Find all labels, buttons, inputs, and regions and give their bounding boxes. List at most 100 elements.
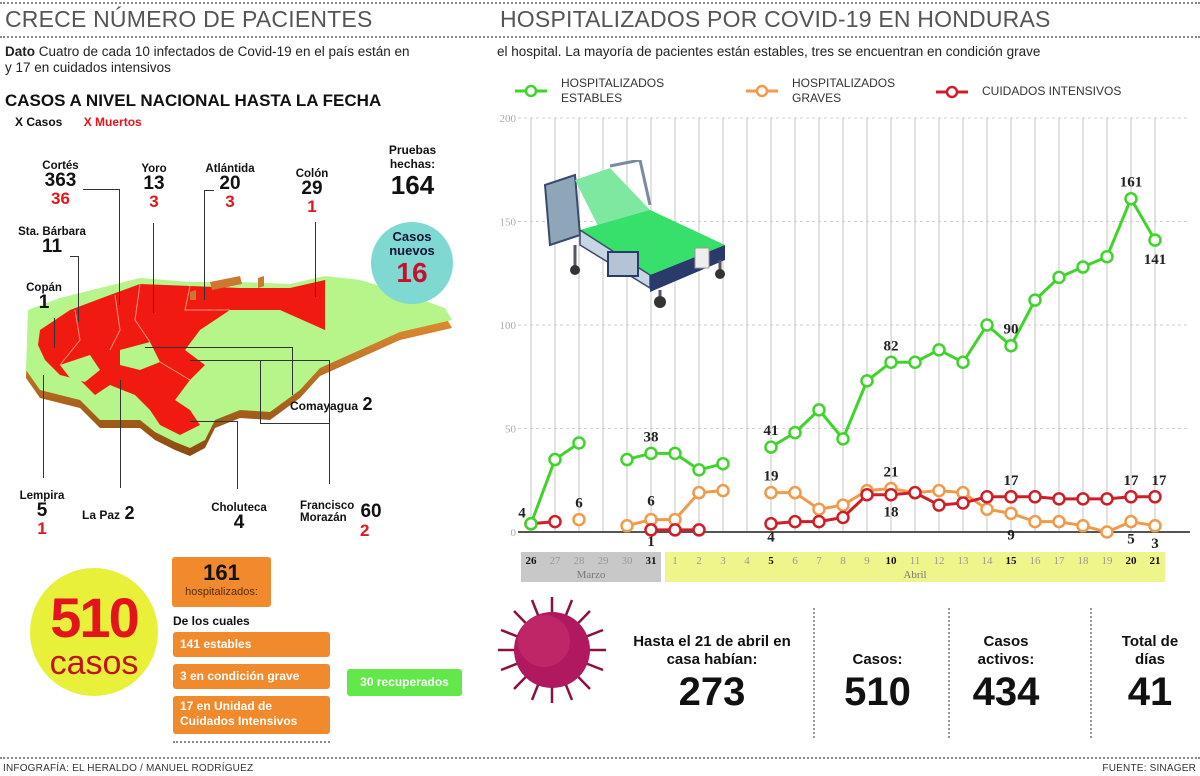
leader-copan [54,318,55,348]
svg-text:90: 90 [1004,322,1019,338]
svg-text:5: 5 [1127,532,1135,548]
left-title: CRECE NÚMERO DE PACIENTES [5,6,373,32]
icu-box: 17 en Unidad de Cuidados Intensivos [173,696,330,734]
leader-comayagua [145,347,293,395]
svg-text:12: 12 [934,555,945,567]
legend-grave: HOSPITALIZADOS GRAVES [746,76,902,106]
leader-lempira [43,375,44,478]
header-bottom-rule [0,36,1200,38]
svg-text:17: 17 [1124,473,1140,489]
svg-text:9: 9 [1007,527,1015,543]
svg-text:31: 31 [646,555,657,567]
svg-text:38: 38 [644,429,659,445]
svg-text:29: 29 [598,555,610,567]
leader-fmorazan-v [260,360,330,424]
svg-text:5: 5 [768,555,774,567]
svg-text:16: 16 [1030,555,1042,567]
legend-deaths: X Muertos [83,115,142,129]
svg-text:41: 41 [764,423,779,439]
legend-cases: X Casos [15,115,63,129]
svg-text:30: 30 [622,555,634,567]
svg-text:19: 19 [1102,555,1114,567]
legend-stable: HOSPITALIZADOS ESTABLES [515,76,681,106]
stat-active-cases: Casos activos: 434 [972,633,1040,714]
grave-box: 3 en condición grave [173,664,330,689]
dept-lempira: Lempira 5 1 [19,490,65,538]
stable-box: 141 estables [173,632,330,657]
leader-atlantida [204,190,214,300]
dept-yoro: Yoro 13 3 [141,163,167,211]
total-cases-circle: 510 casos [30,568,158,696]
svg-text:17: 17 [1004,473,1020,489]
leader-colon [315,222,316,297]
dept-lapaz: La Paz 2 [82,503,135,523]
legend-icu: CUIDADOS INTENSIVOS [936,84,1121,99]
dept-fmorazan: Francisco Morazán 60 2 [300,500,382,540]
header-top-rule [0,2,1200,4]
dato-label: Dato [5,44,35,59]
summary-rule [173,741,330,743]
dato-text-left: Cuatro de cada 10 infectados de Covid-19… [38,44,410,59]
leader-choluteca [190,421,238,489]
svg-text:17: 17 [1152,473,1168,489]
dept-cortes: Cortés 363 36 [42,160,79,208]
svg-text:4: 4 [744,555,750,567]
svg-text:3: 3 [1151,536,1159,552]
svg-text:2: 2 [696,555,702,567]
dept-copan: Copán 1 [26,282,62,313]
svg-text:21: 21 [1150,555,1161,567]
hospital-bed-icon [543,160,725,308]
svg-text:200: 200 [500,113,517,125]
recovered-box: 30 recuperados [347,669,462,696]
stat-divider [813,608,815,738]
dept-stabarbara: Sta. Bárbara 11 [18,226,86,257]
svg-text:7: 7 [816,555,822,567]
svg-text:150: 150 [500,217,517,229]
svg-text:50: 50 [505,424,517,436]
svg-text:21: 21 [884,465,899,481]
svg-text:28: 28 [574,555,586,567]
svg-text:6: 6 [575,496,583,512]
dept-colon: Colón 29 1 [295,168,329,216]
svg-text:6: 6 [792,555,798,567]
leader-lapaz [120,380,121,488]
svg-text:19: 19 [764,469,779,485]
svg-text:9: 9 [864,555,870,567]
svg-text:8: 8 [840,555,846,567]
map-legend: X Casos X Muertos [15,115,142,129]
legend-marker-grave-icon [746,84,778,98]
svg-text:13: 13 [958,555,970,567]
svg-text:141: 141 [1144,252,1167,268]
svg-text:26: 26 [526,555,538,567]
legend-marker-stable-icon [515,84,547,98]
map-heading: CASOS A NIVEL NACIONAL HASTA LA FECHA [5,91,382,110]
svg-text:82: 82 [884,338,899,354]
svg-text:Abril: Abril [903,569,926,581]
svg-text:0: 0 [511,527,517,539]
svg-text:20: 20 [1126,555,1138,567]
svg-text:14: 14 [982,555,994,567]
svg-text:18: 18 [1078,555,1090,567]
svg-text:100: 100 [500,320,517,332]
leader-yoro [153,223,154,313]
svg-text:17: 17 [1054,555,1066,567]
svg-text:27: 27 [550,555,562,567]
credit-right: FUENTE: SINAGER [1102,763,1196,774]
svg-text:1: 1 [647,534,655,550]
dato-text-left-line2: y 17 en cuidados intensivos [5,60,171,75]
hospitalized-box: 161 hospitalizados: [172,557,271,607]
svg-text:Marzo: Marzo [577,569,606,581]
virus-icon [498,597,606,703]
honduras-map [26,276,452,456]
of-which-label: De los cuales [173,614,250,628]
dato-text: Dato Cuatro de cada 10 infectados de Cov… [5,44,475,76]
legend-marker-icu-icon [936,85,968,98]
svg-text:15: 15 [1006,555,1018,567]
stat-total-days: Total de días 41 [1121,633,1179,714]
svg-text:161: 161 [1120,175,1143,191]
stat-cases: Casos: 510 [844,651,911,714]
stat-divider [948,608,950,738]
leader-cortes [83,189,120,305]
new-cases-circle: Casos nuevos 16 [371,222,453,304]
